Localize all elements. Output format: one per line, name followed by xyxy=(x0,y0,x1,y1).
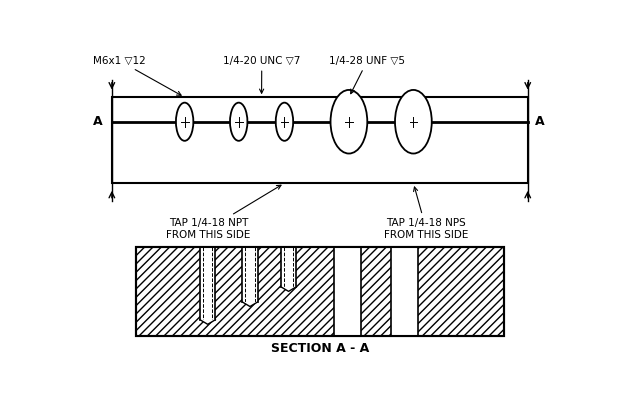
Bar xyxy=(334,247,361,336)
Text: 1/4-20 UNC ▽7: 1/4-20 UNC ▽7 xyxy=(223,55,300,93)
Bar xyxy=(281,247,296,287)
Text: TAP 1/4-18 NPT
FROM THIS SIDE: TAP 1/4-18 NPT FROM THIS SIDE xyxy=(167,185,281,240)
Text: SECTION A - A: SECTION A - A xyxy=(271,342,369,355)
Bar xyxy=(242,247,258,302)
Text: A: A xyxy=(535,115,545,128)
Bar xyxy=(136,247,504,336)
Bar xyxy=(391,247,418,336)
Bar xyxy=(200,247,215,320)
Text: M6x1 ▽12: M6x1 ▽12 xyxy=(92,55,181,95)
Ellipse shape xyxy=(395,90,432,154)
Polygon shape xyxy=(281,287,296,291)
Text: A: A xyxy=(92,115,102,128)
Ellipse shape xyxy=(230,103,247,141)
Text: TAP 1/4-18 NPS
FROM THIS SIDE: TAP 1/4-18 NPS FROM THIS SIDE xyxy=(384,187,469,240)
Bar xyxy=(112,97,528,183)
Bar xyxy=(136,247,504,336)
Ellipse shape xyxy=(176,103,193,141)
Ellipse shape xyxy=(276,103,293,141)
Polygon shape xyxy=(200,320,215,324)
Ellipse shape xyxy=(331,90,368,154)
Polygon shape xyxy=(242,302,258,306)
Text: 1/4-28 UNF ▽5: 1/4-28 UNF ▽5 xyxy=(329,55,406,94)
